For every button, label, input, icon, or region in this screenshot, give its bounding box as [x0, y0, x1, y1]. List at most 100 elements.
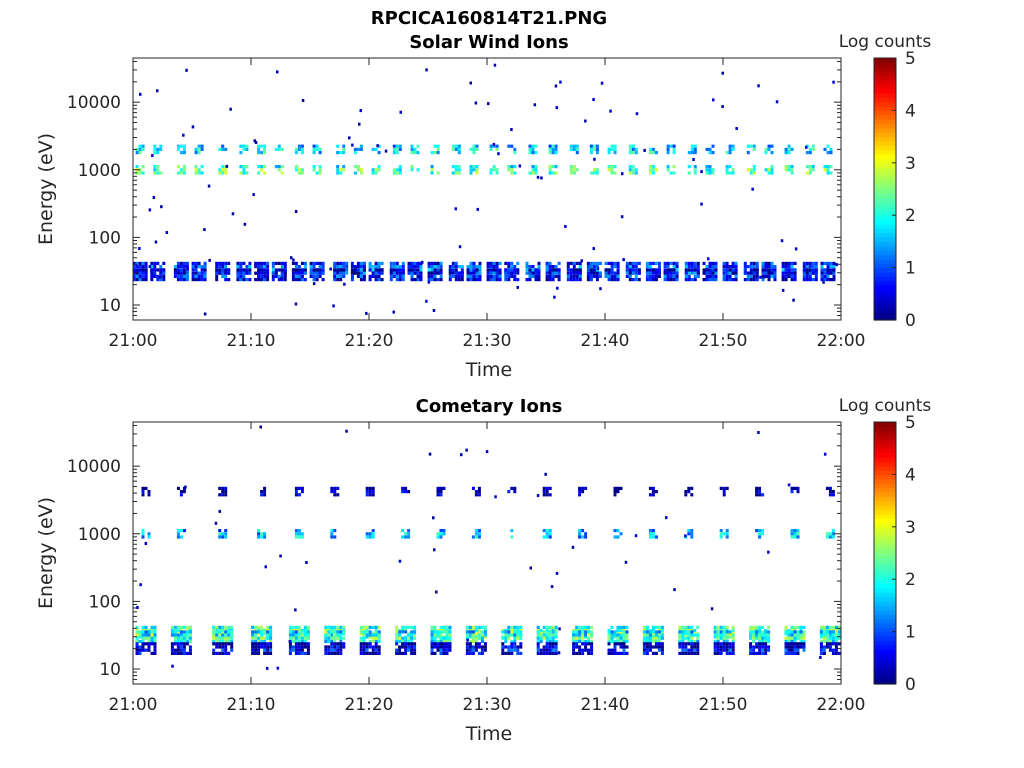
spectrogram-cell	[492, 142, 496, 146]
spectrogram-cell	[274, 147, 278, 151]
spectrogram-cell	[336, 486, 340, 490]
spectrogram-cell	[642, 651, 646, 655]
spectrogram-cell	[752, 625, 756, 629]
spectrogram-cell	[675, 271, 679, 275]
spectrogram-cell	[787, 642, 791, 646]
spectrogram-cell	[820, 265, 824, 269]
spectrogram-cell	[542, 633, 546, 637]
x-tick-label: 21:00	[109, 331, 158, 351]
spectrogram-cell	[365, 493, 369, 497]
spectrogram-cell	[770, 274, 774, 278]
spectrogram-cell	[182, 168, 186, 172]
spectrogram-cell	[654, 636, 658, 640]
spectrogram-cell	[625, 651, 629, 655]
spectrogram-cell	[315, 261, 319, 265]
spectrogram-cell	[537, 268, 541, 272]
spectrogram-cell	[637, 271, 641, 275]
spectrogram-cell	[260, 151, 264, 155]
spectrogram-cell	[702, 268, 706, 272]
spectrogram-cell	[436, 171, 440, 175]
spectrogram-cell	[790, 490, 794, 494]
spectrogram-cell	[684, 490, 688, 494]
spectrogram-cell	[392, 144, 396, 148]
spectrogram-cell	[280, 165, 284, 169]
spectrogram-cell	[554, 651, 558, 655]
spectrogram-cell	[251, 630, 255, 634]
spectrogram-cell	[356, 268, 360, 272]
spectrogram-cell	[554, 648, 558, 652]
spectrogram-cell	[628, 144, 632, 148]
spectrogram-cell	[436, 635, 440, 639]
spectrogram-cell	[350, 278, 354, 282]
spectrogram-cell	[147, 636, 151, 640]
spectrogram-cell	[752, 261, 756, 265]
spectrogram-cell	[162, 261, 166, 265]
spectrogram-cell	[518, 164, 522, 168]
spectrogram-cell	[144, 268, 148, 272]
spectrogram-cell	[194, 265, 198, 269]
spectrogram-cell	[610, 168, 614, 172]
spectrogram-cell	[622, 625, 626, 629]
spectrogram-cell	[819, 651, 823, 655]
spectrogram-cell	[834, 642, 838, 646]
spectrogram-cell	[548, 651, 552, 655]
spectrogram-cell	[368, 274, 372, 278]
spectrogram-cell	[333, 639, 337, 644]
spectrogram-cell	[513, 151, 517, 155]
spectrogram-cell	[531, 151, 535, 155]
spectrogram-cell	[794, 247, 798, 251]
spectrogram-cell	[722, 274, 726, 278]
spectrogram-cell	[610, 278, 614, 282]
spectrogram-cell	[675, 261, 679, 265]
spectrogram-cell	[504, 274, 508, 278]
spectrogram-cell	[374, 168, 378, 172]
spectrogram-cell	[263, 645, 267, 649]
colorbar-tick-label: 1	[905, 259, 916, 279]
spectrogram-cell	[480, 648, 484, 652]
spectrogram-cell	[693, 645, 697, 649]
spectrogram-cell	[684, 625, 688, 629]
spectrogram-cell	[725, 633, 729, 637]
spectrogram-cell	[672, 147, 676, 151]
spectrogram-cell	[159, 147, 163, 151]
spectrogram-cell	[489, 168, 493, 172]
colorbar-swatch	[874, 193, 896, 199]
spectrogram-cell	[274, 165, 278, 169]
spectrogram-cell	[708, 278, 712, 282]
spectrogram-cell	[182, 642, 186, 646]
spectrogram-cell	[553, 295, 556, 299]
spectrogram-cell	[368, 535, 372, 539]
spectrogram-cell	[457, 144, 461, 148]
spectrogram-cell	[714, 271, 718, 275]
colorbar-swatch	[874, 241, 896, 247]
spectrogram-cell	[693, 265, 697, 269]
spectrogram-cell	[625, 636, 629, 640]
colorbar-swatch	[874, 539, 896, 545]
spectrogram-cell	[300, 278, 304, 282]
spectrogram-cell	[613, 144, 617, 148]
spectrogram-cell	[179, 151, 183, 155]
spectrogram-cell	[288, 636, 292, 640]
spectrogram-cell	[252, 193, 255, 197]
spectrogram-cell	[711, 274, 715, 278]
spectrogram-cell	[731, 629, 735, 633]
spectrogram-cell	[474, 529, 478, 533]
spectrogram-cell	[581, 633, 585, 637]
spectrogram-cell	[731, 144, 735, 148]
spectrogram-cell	[263, 151, 267, 155]
spectrogram-cell	[368, 493, 372, 497]
spectrogram-cell	[837, 625, 841, 629]
spectrogram-cell	[708, 261, 712, 265]
spectrogram-cell	[578, 486, 582, 490]
spectrogram-cell	[808, 147, 812, 151]
spectrogram-cell	[185, 636, 189, 640]
spectrogram-cell	[356, 261, 360, 265]
spectrogram-cell	[439, 648, 443, 652]
spectrogram-cell	[212, 639, 216, 644]
spectrogram-cell	[572, 636, 576, 640]
spectrogram-cell	[489, 261, 493, 265]
spectrogram-cell	[734, 268, 738, 272]
spectrogram-cell	[179, 633, 183, 637]
spectrogram-cell	[374, 271, 378, 275]
colorbar-swatch	[874, 666, 896, 672]
